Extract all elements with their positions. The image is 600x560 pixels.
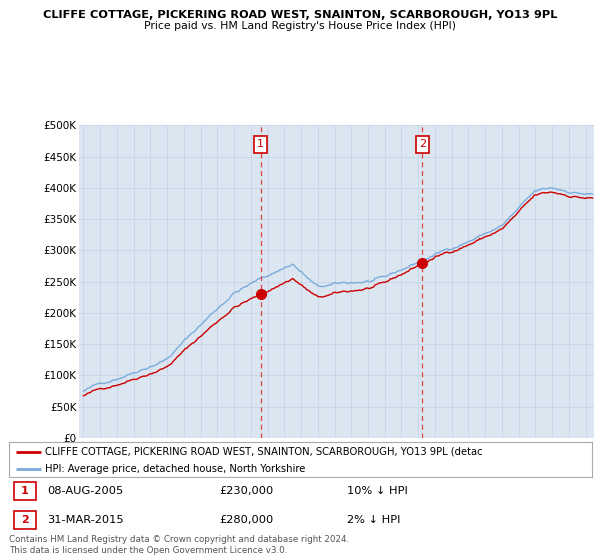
FancyBboxPatch shape [14,482,36,500]
Text: 2: 2 [419,139,426,149]
Text: 1: 1 [21,486,29,496]
Text: 1: 1 [257,139,264,149]
Text: HPI: Average price, detached house, North Yorkshire: HPI: Average price, detached house, Nort… [45,464,305,474]
Text: £230,000: £230,000 [219,486,273,496]
Text: Price paid vs. HM Land Registry's House Price Index (HPI): Price paid vs. HM Land Registry's House … [144,21,456,31]
Text: 10% ↓ HPI: 10% ↓ HPI [347,486,408,496]
Text: £280,000: £280,000 [219,515,273,525]
Text: 2% ↓ HPI: 2% ↓ HPI [347,515,401,525]
Text: CLIFFE COTTAGE, PICKERING ROAD WEST, SNAINTON, SCARBOROUGH, YO13 9PL (detac: CLIFFE COTTAGE, PICKERING ROAD WEST, SNA… [45,447,483,457]
Text: CLIFFE COTTAGE, PICKERING ROAD WEST, SNAINTON, SCARBOROUGH, YO13 9PL: CLIFFE COTTAGE, PICKERING ROAD WEST, SNA… [43,10,557,20]
Text: Contains HM Land Registry data © Crown copyright and database right 2024.
This d: Contains HM Land Registry data © Crown c… [9,535,349,555]
Text: 31-MAR-2015: 31-MAR-2015 [47,515,124,525]
FancyBboxPatch shape [14,511,36,529]
Text: 08-AUG-2005: 08-AUG-2005 [47,486,123,496]
Text: 2: 2 [21,515,29,525]
